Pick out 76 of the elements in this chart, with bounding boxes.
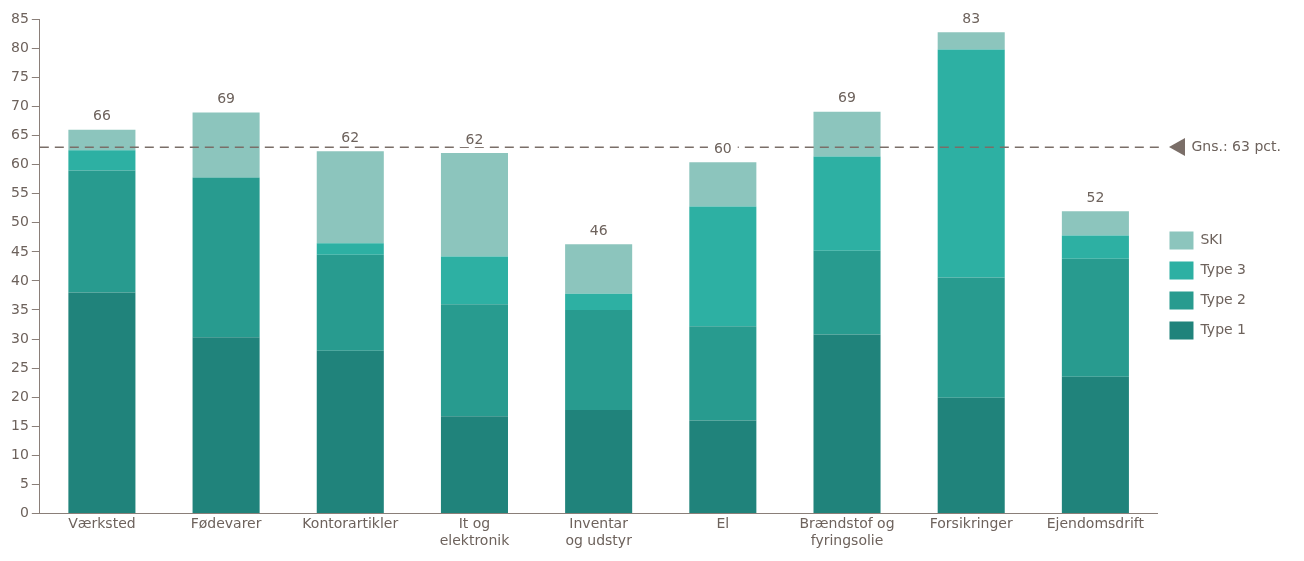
bar [813, 250, 881, 335]
y-tick-label: 10 [10, 445, 29, 462]
y-tick-label: 70 [10, 97, 29, 114]
y-tick-label: 50 [10, 213, 29, 230]
total-label: 69 [217, 90, 236, 107]
bar [1061, 235, 1129, 259]
bar [68, 292, 136, 513]
bar [316, 254, 384, 351]
bar [813, 111, 881, 157]
legend-label: Type 1 [1199, 321, 1246, 338]
total-label: 52 [1086, 188, 1105, 205]
total-label: 83 [962, 9, 981, 26]
bar [1061, 211, 1129, 236]
bar [440, 416, 508, 513]
bar [937, 277, 1005, 398]
bar [68, 150, 136, 171]
bar [689, 206, 757, 327]
total-label: 46 [589, 221, 608, 238]
y-tick-label: 35 [10, 300, 29, 317]
bar [813, 334, 881, 513]
total-label: 62 [465, 130, 484, 147]
x-tick-label: Inventar og udstyr [565, 515, 633, 549]
y-tick-label: 55 [10, 184, 29, 201]
bar [1061, 376, 1129, 513]
total-label: 62 [341, 128, 360, 145]
legend-label: Type 2 [1199, 291, 1246, 308]
x-tick-label: Ejendomsdrift [1046, 515, 1145, 532]
x-tick-label: Værksted [68, 515, 136, 532]
legend-label: Type 3 [1199, 261, 1246, 278]
y-tick-label: 45 [10, 242, 29, 259]
bar [689, 162, 757, 207]
bar [565, 409, 633, 513]
y-tick-label: 65 [10, 126, 29, 143]
bar [689, 326, 757, 421]
bar [316, 350, 384, 513]
y-tick-label: 15 [10, 416, 29, 433]
x-tick-label: El [716, 515, 730, 532]
bar [565, 244, 633, 294]
y-tick-label: 25 [10, 358, 29, 375]
total-label: 66 [92, 107, 111, 124]
bar [937, 397, 1005, 513]
y-tick-label: 20 [10, 387, 29, 404]
bar [440, 256, 508, 305]
bar [565, 309, 633, 410]
bar [68, 129, 136, 151]
bar [440, 304, 508, 417]
ref-line-label: Gns.: 63 pct. [1191, 137, 1281, 154]
x-tick-label: It og elektronik [439, 515, 511, 549]
y-tick-label: 0 [19, 504, 29, 521]
bar [689, 420, 757, 513]
bar [565, 293, 633, 310]
bar [813, 156, 881, 251]
y-tick-label: 60 [10, 155, 29, 172]
bar [68, 170, 136, 293]
y-tick-label: 75 [10, 68, 29, 85]
bar [192, 177, 260, 338]
bar [937, 49, 1005, 278]
bar [440, 153, 508, 257]
total-label: 60 [713, 140, 732, 157]
x-tick-label: Kontorartikler [302, 515, 399, 532]
bar [316, 151, 384, 244]
y-tick-label: 5 [19, 474, 29, 491]
y-tick-label: 80 [10, 39, 29, 56]
bar [937, 32, 1005, 50]
x-tick-label: Forsikringer [929, 515, 1013, 532]
bar [1061, 258, 1129, 377]
y-tick-label: 85 [10, 10, 29, 27]
bar [316, 243, 384, 255]
bar [192, 337, 260, 513]
bar [192, 112, 260, 178]
x-tick-label: Brændstof og fyringsolie [799, 515, 895, 549]
legend-label: SKI [1200, 231, 1223, 248]
y-tick-label: 40 [10, 271, 29, 288]
x-tick-label: Fødevarer [190, 515, 262, 532]
total-label: 69 [838, 89, 856, 106]
y-tick-label: 30 [10, 329, 29, 346]
